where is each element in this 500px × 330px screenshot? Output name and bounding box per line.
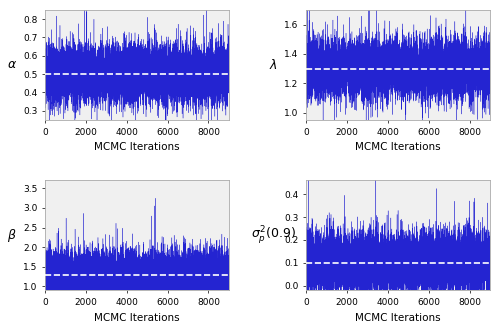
Y-axis label: $\sigma^2_p(0.9)$: $\sigma^2_p(0.9)$ <box>250 224 296 247</box>
Y-axis label: $\lambda$: $\lambda$ <box>268 58 278 72</box>
X-axis label: MCMC Iterations: MCMC Iterations <box>355 142 441 152</box>
Y-axis label: $\beta$: $\beta$ <box>7 227 16 244</box>
Y-axis label: $\alpha$: $\alpha$ <box>7 58 17 71</box>
X-axis label: MCMC Iterations: MCMC Iterations <box>355 313 441 323</box>
X-axis label: MCMC Iterations: MCMC Iterations <box>94 313 180 323</box>
X-axis label: MCMC Iterations: MCMC Iterations <box>94 142 180 152</box>
